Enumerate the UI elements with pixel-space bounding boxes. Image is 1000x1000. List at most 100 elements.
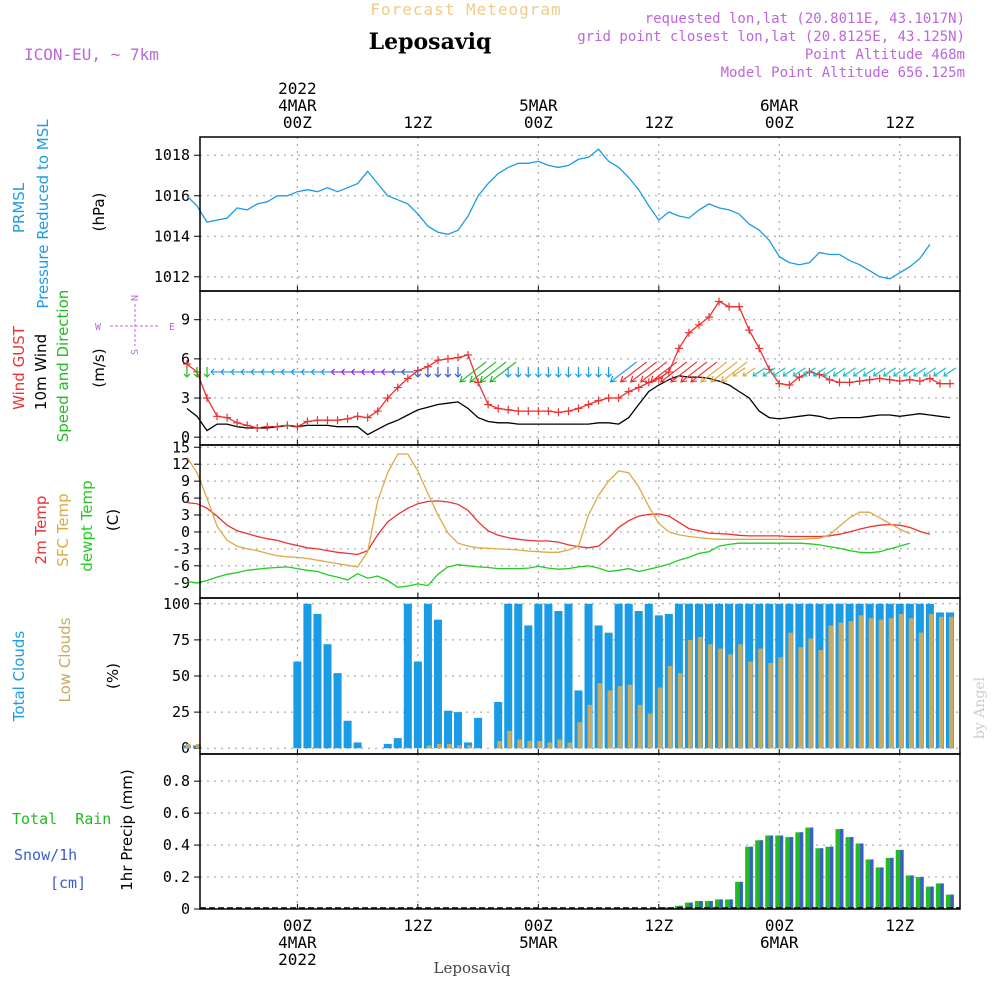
total-clouds-bar	[544, 603, 553, 749]
wind-direction-arrow	[619, 361, 648, 383]
total-precip-bar	[905, 875, 914, 909]
temp-2m-title: 2m Temp	[32, 496, 50, 565]
model-label: ICON-EU, ~ 7km	[24, 45, 159, 64]
wind-direction-arrow	[670, 361, 698, 383]
low-clouds-bar	[878, 619, 884, 749]
rain-bar	[769, 835, 773, 909]
low-clouds-bar	[567, 742, 572, 749]
total-clouds-bar	[303, 603, 312, 749]
gust-point	[875, 374, 884, 383]
top-time-label: 00Z	[765, 113, 794, 132]
total-clouds-bar	[443, 710, 452, 749]
rain-bar	[829, 846, 833, 909]
wind-direction-arrow	[609, 361, 638, 383]
wind-direction-arrow	[812, 367, 826, 377]
low-clouds-bar	[467, 745, 472, 749]
total-precip-bar	[735, 881, 744, 909]
gust-point	[203, 394, 212, 403]
top-time-label: 12Z	[644, 113, 673, 132]
compass-rose: N S W E	[95, 295, 175, 355]
gust-point	[383, 394, 392, 403]
total-precip-bar	[775, 835, 784, 909]
gust-point	[303, 417, 312, 426]
total-clouds-bar	[353, 742, 362, 749]
gust-point	[835, 378, 844, 387]
point-altitude: Point Altitude 468m	[805, 47, 965, 63]
wind-direction-arrow	[690, 361, 718, 383]
low-clouds-bar	[687, 639, 693, 749]
low-clouds-bar	[718, 648, 723, 749]
compass-s: S	[130, 349, 141, 355]
wind-direction-arrow	[629, 361, 658, 383]
low-clouds-bar	[908, 618, 914, 749]
bottom-time-label: 00Z	[283, 916, 312, 935]
gust-point	[634, 383, 643, 392]
bottom-time-label: 12Z	[644, 916, 673, 935]
wind-direction-arrow	[565, 366, 572, 378]
temperature-ytick-label: -3	[172, 540, 190, 558]
gust-point	[624, 387, 633, 396]
low-clouds-bar	[647, 713, 653, 749]
precip-legend-cm: [cm]	[50, 874, 86, 892]
gust-point	[443, 354, 452, 363]
wind-direction-arrow	[203, 366, 211, 378]
compass-n: N	[130, 295, 141, 301]
total-clouds-bar	[454, 712, 463, 749]
clouds-panel: Total Clouds Low Clouds (%) by Angel 025…	[10, 595, 988, 757]
rain-bar	[819, 848, 823, 909]
wind-direction-arrow	[524, 366, 532, 378]
low-clouds-bar	[667, 665, 673, 749]
gust-point	[945, 379, 954, 388]
wind-direction-arrow	[903, 367, 917, 377]
total-precip-bar	[815, 848, 824, 909]
wind-direction-arrow	[792, 367, 806, 377]
total-precip-bar	[835, 829, 844, 909]
low-clouds-bar	[697, 637, 703, 749]
low-clouds-bar	[868, 618, 874, 749]
station-title: Leposaviq	[369, 29, 492, 55]
wind-direction-arrow	[680, 361, 708, 383]
wind-direction-arrow	[575, 366, 582, 378]
gust-point	[895, 377, 904, 386]
pressure-title-line-1: PRMSL	[10, 182, 28, 233]
rain-bar	[719, 899, 723, 909]
low-clouds-bar	[758, 648, 763, 749]
wind-direction-arrow	[554, 366, 562, 378]
temp-unit: (C)	[104, 509, 122, 531]
low-clouds-bar	[818, 650, 823, 749]
precip-ytick-label: 0.2	[163, 868, 190, 886]
wind-direction-arrow	[842, 367, 856, 377]
precip-frame	[199, 753, 961, 910]
wind-direction-arrow	[659, 361, 688, 383]
low-clouds-bar	[948, 616, 954, 749]
wind-direction-arrow	[595, 366, 602, 378]
temperature-ytick-label: 3	[181, 506, 190, 524]
wind-direction-arrow	[742, 367, 756, 377]
total-clouds-bar	[644, 603, 653, 749]
top-time-label: 2022	[278, 79, 317, 98]
rain-bar	[729, 899, 733, 909]
gust-point	[373, 407, 382, 416]
wind-direction-arrow	[923, 367, 937, 377]
gust-point	[735, 302, 744, 311]
clouds-ytick-label: 50	[172, 667, 190, 685]
low-clouds-bar	[537, 741, 542, 749]
bottom-time-label: 00Z	[765, 916, 794, 935]
wind-y-ticks: 0 3 6 9	[181, 311, 901, 446]
gust-point	[705, 313, 714, 322]
wind-direction-arrow	[933, 367, 947, 377]
wind-marks	[182, 297, 957, 436]
low-clouds-bar	[778, 657, 783, 749]
low-clouds-bar	[938, 616, 944, 749]
low-clouds-bar	[918, 632, 924, 749]
low-clouds-bar	[577, 722, 583, 749]
gust-point	[785, 380, 794, 389]
gust-point	[795, 373, 804, 382]
wind-direction-arrow	[872, 367, 887, 377]
dewpt-line	[186, 542, 910, 588]
precip-ytick-label: 0	[181, 900, 190, 918]
total-precip-bar	[915, 877, 924, 909]
wind-direction-arrow	[913, 367, 927, 377]
low-clouds-bar	[527, 741, 532, 749]
clouds-y-ticks: 0255075100	[163, 595, 901, 757]
